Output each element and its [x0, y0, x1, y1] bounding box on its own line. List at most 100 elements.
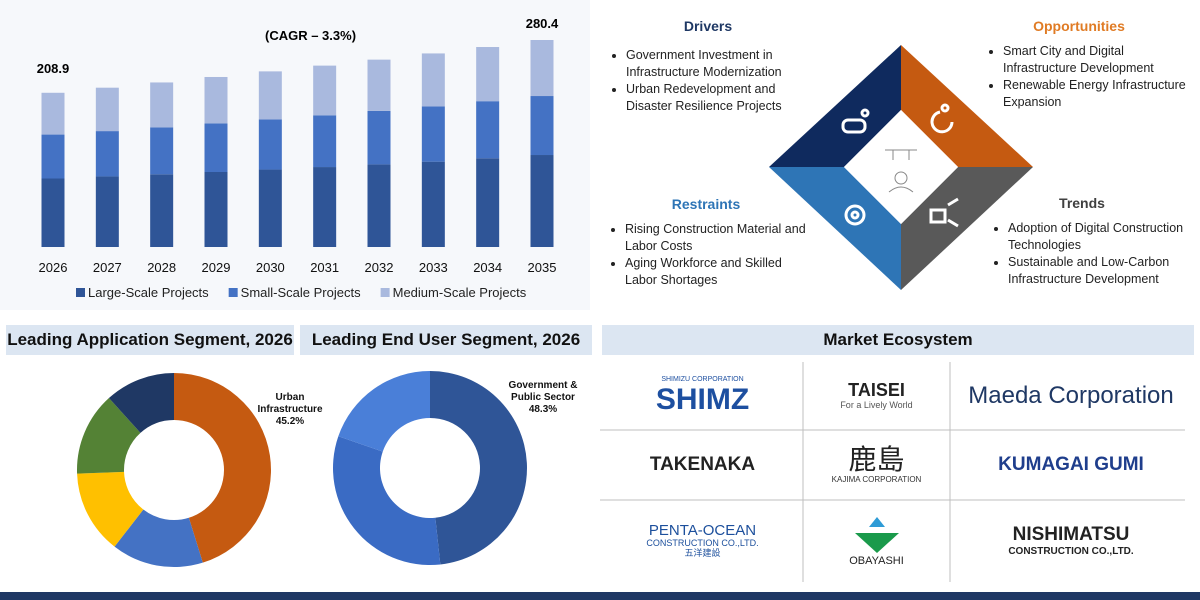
factor-item: Government Investment in Infrastructure …	[626, 47, 801, 80]
bar-segment	[313, 115, 337, 168]
bar-segment	[476, 101, 500, 159]
total-label: 280.4	[526, 16, 559, 31]
ecosystem-grid	[600, 362, 1185, 582]
bar-segment	[95, 87, 119, 132]
donut-slice	[174, 373, 271, 563]
logo-text: KAJIMA CORPORATION	[831, 475, 922, 484]
bar-segment	[41, 178, 65, 247]
data-label-value: 45.2%	[275, 416, 305, 427]
bar-segment	[367, 59, 391, 111]
donut-slice	[114, 509, 203, 568]
factor-item: Rising Construction Material and Labor C…	[625, 221, 810, 254]
x-tick-label: 2032	[365, 260, 394, 275]
center-diamond	[844, 110, 958, 224]
data-label-name: Urban Infrastructure	[257, 392, 323, 415]
factor-list: Rising Construction Material and Labor C…	[611, 221, 810, 289]
icons	[841, 103, 959, 228]
factor-item: Sustainable and Low-Carbon Infrastructur…	[1008, 254, 1193, 287]
x-tick-label: 2030	[256, 260, 285, 275]
logo-text: OBAYASHI	[849, 554, 904, 567]
company-logo: 鹿島 KAJIMA CORPORATION	[803, 430, 950, 500]
panel-title: Leading Application Segment, 2026	[6, 325, 294, 355]
donut-slice	[430, 371, 528, 565]
bar-segment	[530, 155, 554, 247]
total-label: 208.9	[37, 61, 70, 76]
logo-text: SHIMZ	[655, 383, 750, 417]
company-logo: KUMAGAI GUMI	[950, 430, 1192, 500]
bar-segment	[476, 158, 500, 247]
x-tick-label: 2031	[310, 260, 339, 275]
donut-slice	[77, 471, 144, 547]
bar-segment	[421, 106, 445, 162]
data-label-value: 48.3%	[528, 404, 558, 415]
bar-segment	[421, 53, 445, 107]
bar-segment	[530, 40, 554, 97]
x-tick-label: 2034	[473, 260, 502, 275]
bar-segment	[421, 161, 445, 247]
footer-bar	[0, 592, 1200, 600]
data-label-name: Government & Public Sector	[508, 380, 578, 403]
x-tick-label: 2029	[202, 260, 231, 275]
data-label: Government & Public Sector 48.3%	[503, 380, 583, 416]
quadrant-restraints	[769, 167, 901, 290]
legend-label: Medium-Scale Projects	[393, 285, 527, 300]
factor-item: Renewable Energy Infrastructure Expansio…	[1003, 77, 1188, 110]
quadrant-opportunities	[901, 45, 1033, 167]
factor-title: Drivers	[683, 18, 733, 34]
bar-segment	[367, 164, 391, 247]
company-logo: SHIMIZU CORPORATION SHIMZ	[602, 362, 803, 430]
logo-text: TAISEI	[848, 380, 905, 401]
bar-segment	[41, 92, 65, 135]
logo-text: NISHIMATSU	[1012, 524, 1130, 546]
panel-title: Leading End User Segment, 2026	[300, 325, 592, 355]
center-icon	[885, 149, 917, 193]
factor-list: Smart City and Digital Infrastructure De…	[989, 43, 1188, 111]
x-tick-label: 2027	[93, 260, 122, 275]
logo-mark	[854, 516, 899, 553]
donut-slice	[338, 371, 430, 452]
logo-text: 鹿島	[848, 444, 905, 476]
donut-slice	[333, 436, 441, 566]
factor-item: Adoption of Digital Construction Technol…	[1008, 220, 1193, 253]
bar-segment	[313, 65, 337, 116]
company-logo: Maeda Corporation	[950, 362, 1192, 430]
bar-segment	[150, 127, 174, 175]
factor-list: Government Investment in Infrastructure …	[612, 47, 801, 115]
quadrant-trends	[901, 167, 1033, 290]
company-logo: NISHIMATSU CONSTRUCTION CO.,LTD.	[950, 500, 1192, 582]
logo-text: CONSTRUCTION CO.,LTD.	[1008, 545, 1134, 557]
company-logo: TAISEI For a Lively World	[803, 362, 950, 430]
bar-segment	[258, 119, 282, 170]
legend-swatch	[380, 288, 390, 297]
bar-segment	[476, 47, 500, 102]
company-logo: PENTA-OCEAN CONSTRUCTION CO.,LTD. 五洋建設	[602, 500, 803, 582]
bar-segment	[41, 134, 65, 179]
x-tick-label: 2026	[39, 260, 68, 275]
bar-segment	[258, 169, 282, 247]
bar-segment	[530, 96, 554, 156]
bar-segment	[204, 171, 228, 247]
bar-segment	[204, 123, 228, 172]
factor-list: Adoption of Digital Construction Technol…	[994, 220, 1193, 288]
donut-slice	[77, 398, 141, 474]
factor-item: Smart City and Digital Infrastructure De…	[1003, 43, 1188, 76]
bar-segment	[95, 131, 119, 177]
x-tick-label: 2033	[419, 260, 448, 275]
logo-text: TAKENAKA	[649, 453, 756, 475]
logo-text: For a Lively World	[840, 399, 913, 410]
quadrant-drivers	[769, 45, 901, 167]
factor-item: Aging Workforce and Skilled Labor Shorta…	[625, 255, 810, 288]
legend-label: Large-Scale Projects	[88, 285, 209, 300]
legend-swatch	[228, 288, 238, 297]
factor-title: Opportunities	[1033, 18, 1125, 34]
logo-text: 五洋建設	[684, 548, 721, 559]
bar-segment	[313, 167, 337, 247]
factor-title: Trends	[1059, 195, 1105, 211]
company-logo: TAKENAKA	[602, 430, 803, 500]
panel-title: Market Ecosystem	[602, 325, 1194, 355]
company-logo: OBAYASHI	[803, 500, 950, 582]
donut-slice	[108, 373, 174, 433]
legend-label: Small-Scale Projects	[241, 285, 361, 300]
x-tick-label: 2035	[528, 260, 557, 275]
